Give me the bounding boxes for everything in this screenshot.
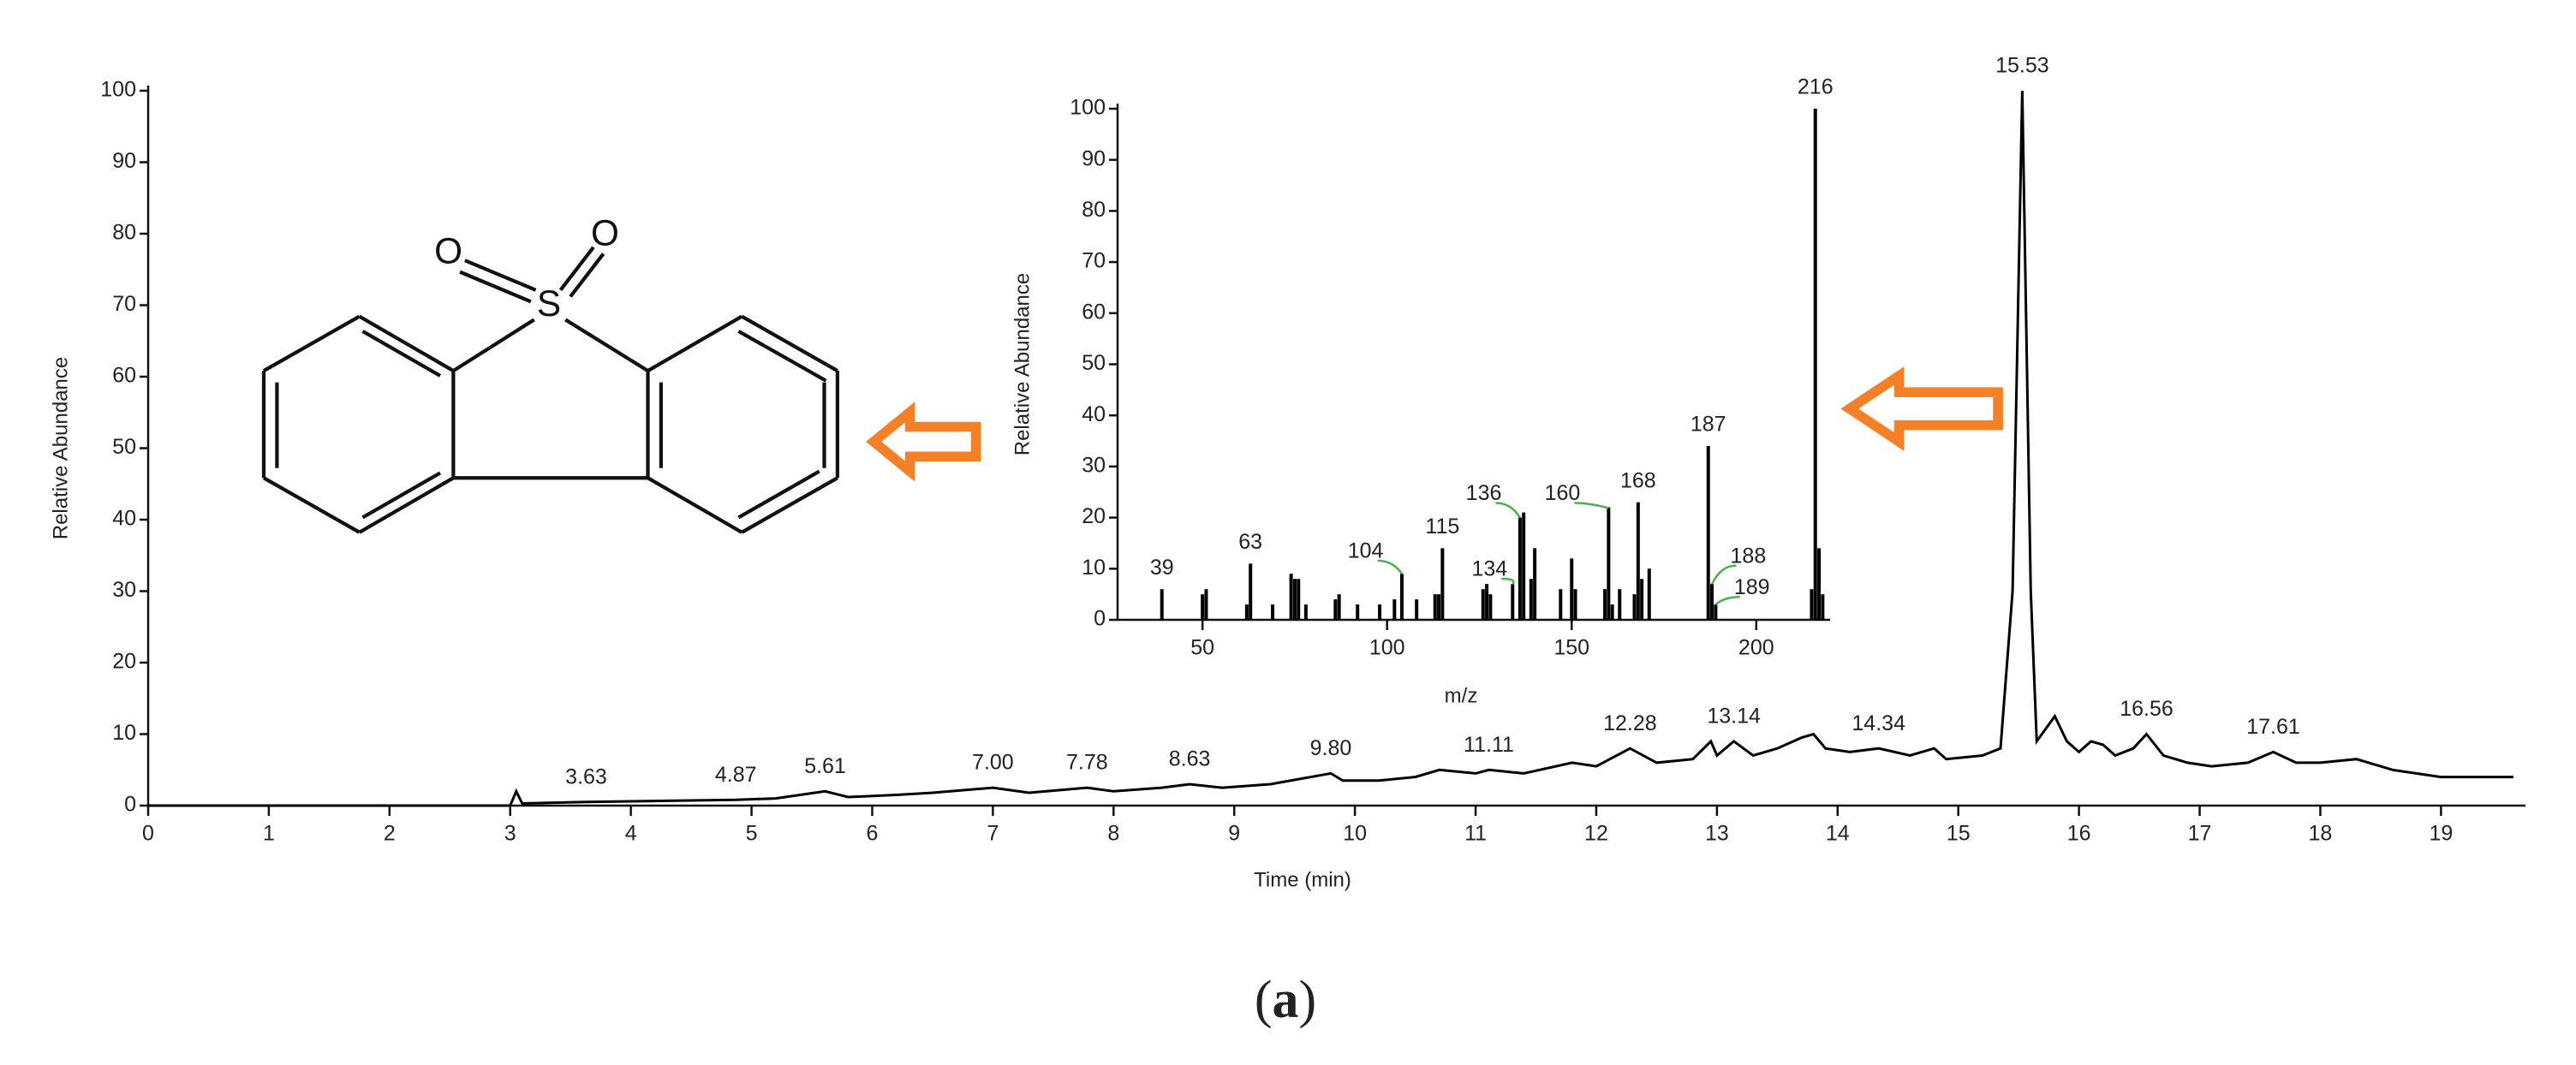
label-leader xyxy=(1710,564,1737,585)
molecule-structure: O O S xyxy=(261,212,840,534)
y-tick-label: 50 xyxy=(112,435,136,459)
arrows xyxy=(866,366,2003,482)
y-tick-label: 90 xyxy=(1082,146,1106,170)
x-axis-title: m/z xyxy=(1445,684,1478,707)
peak-label: 134 xyxy=(1471,557,1507,581)
x-tick-label: 0 xyxy=(142,822,154,846)
y-tick-label: 30 xyxy=(112,578,136,602)
x-tick-label: 18 xyxy=(2309,822,2333,846)
arrow xyxy=(866,402,981,482)
peak-label: 14.34 xyxy=(1852,711,1905,735)
peak-label: 7.78 xyxy=(1066,751,1108,775)
x-tick-label: 14 xyxy=(1826,822,1850,846)
y-tick-label: 0 xyxy=(124,793,136,817)
y-tick-label: 80 xyxy=(112,221,136,245)
chromatogram-trace xyxy=(148,90,2513,807)
caption-paren: ) xyxy=(1299,971,1317,1029)
peak-label: 12.28 xyxy=(1603,711,1657,735)
x-tick-label: 8 xyxy=(1107,822,1119,846)
x-tick-label: 150 xyxy=(1553,636,1589,660)
x-tick-label: 15 xyxy=(1947,822,1971,846)
y-tick-label: 70 xyxy=(112,292,136,316)
x-tick-label: 11 xyxy=(1464,822,1487,846)
x-tick-label: 50 xyxy=(1190,636,1214,660)
label-leader xyxy=(1501,577,1515,586)
y-tick-label: 60 xyxy=(1082,300,1106,324)
peak-label: 5.61 xyxy=(804,754,846,778)
y-axis-title: Relative Abundance xyxy=(1011,273,1034,456)
x-tick-label: 9 xyxy=(1228,822,1240,846)
peak-label: 15.53 xyxy=(1995,54,2049,78)
peak-label: 7.00 xyxy=(972,751,1014,775)
peak-label: 11.11 xyxy=(1464,733,1514,757)
peak-label: 168 xyxy=(1620,468,1656,492)
atom-label: O xyxy=(434,231,462,271)
y-tick-label: 90 xyxy=(112,149,136,173)
x-tick-label: 7 xyxy=(987,822,999,846)
caption: (a) xyxy=(1255,971,1316,1029)
caption-letter: a xyxy=(1273,971,1299,1029)
peak-label: 4.87 xyxy=(715,763,757,787)
x-tick-label: 100 xyxy=(1369,636,1405,660)
peak-label: 189 xyxy=(1734,575,1770,599)
peak-label: 216 xyxy=(1798,75,1834,99)
peak-label: 17.61 xyxy=(2246,715,2300,739)
peak-label: 3.63 xyxy=(565,765,607,788)
label-leader xyxy=(1574,502,1609,509)
y-tick-label: 60 xyxy=(112,364,136,388)
y-tick-label: 30 xyxy=(1082,454,1106,478)
y-tick-label: 10 xyxy=(1082,556,1106,580)
peak-label: 16.56 xyxy=(2120,697,2174,721)
peak-label: 8.63 xyxy=(1169,747,1211,771)
x-tick-label: 200 xyxy=(1738,636,1774,660)
peak-label: 187 xyxy=(1690,413,1726,437)
peak-label: 13.14 xyxy=(1707,704,1761,728)
y-tick-label: 100 xyxy=(100,78,136,102)
peak-label: 39 xyxy=(1150,556,1174,580)
arrow xyxy=(1840,366,2003,451)
y-tick-label: 40 xyxy=(112,507,136,531)
caption-paren: ( xyxy=(1255,971,1273,1029)
peak-label: 9.80 xyxy=(1310,736,1352,760)
label-leader xyxy=(1714,595,1740,606)
atom-label: S xyxy=(537,283,561,324)
y-tick-label: 0 xyxy=(1094,607,1106,631)
y-tick-label: 100 xyxy=(1070,96,1106,120)
y-tick-label: 70 xyxy=(1082,249,1106,273)
y-tick-label: 80 xyxy=(1082,198,1106,222)
x-tick-label: 4 xyxy=(625,822,637,846)
y-tick-label: 40 xyxy=(1082,402,1106,426)
x-tick-label: 6 xyxy=(867,822,879,846)
y-tick-label: 10 xyxy=(112,721,136,745)
x-tick-label: 19 xyxy=(2429,822,2453,846)
peak-label: 104 xyxy=(1348,538,1384,562)
x-tick-label: 12 xyxy=(1584,822,1608,846)
y-tick-label: 20 xyxy=(112,650,136,674)
x-tick-label: 16 xyxy=(2067,822,2091,846)
peak-label: 160 xyxy=(1545,481,1581,505)
y-tick-label: 20 xyxy=(1082,504,1106,528)
peak-label: 115 xyxy=(1425,515,1459,538)
atom-label: O xyxy=(591,212,619,253)
x-tick-label: 5 xyxy=(746,822,758,846)
x-axis-title: Time (min) xyxy=(1254,868,1351,891)
x-tick-label: 17 xyxy=(2188,822,2212,846)
x-tick-label: 1 xyxy=(263,822,275,846)
x-tick-label: 13 xyxy=(1705,822,1729,846)
x-tick-label: 3 xyxy=(504,822,516,846)
label-leader xyxy=(1377,559,1403,574)
peak-label: 63 xyxy=(1238,530,1262,554)
x-tick-label: 2 xyxy=(384,822,396,846)
y-axis-title: Relative Abundance xyxy=(49,357,72,540)
label-leader xyxy=(1495,502,1521,519)
x-tick-label: 10 xyxy=(1343,822,1367,846)
y-tick-label: 50 xyxy=(1082,351,1106,375)
peak-label: 188 xyxy=(1731,544,1767,568)
peak-label: 136 xyxy=(1466,481,1502,505)
